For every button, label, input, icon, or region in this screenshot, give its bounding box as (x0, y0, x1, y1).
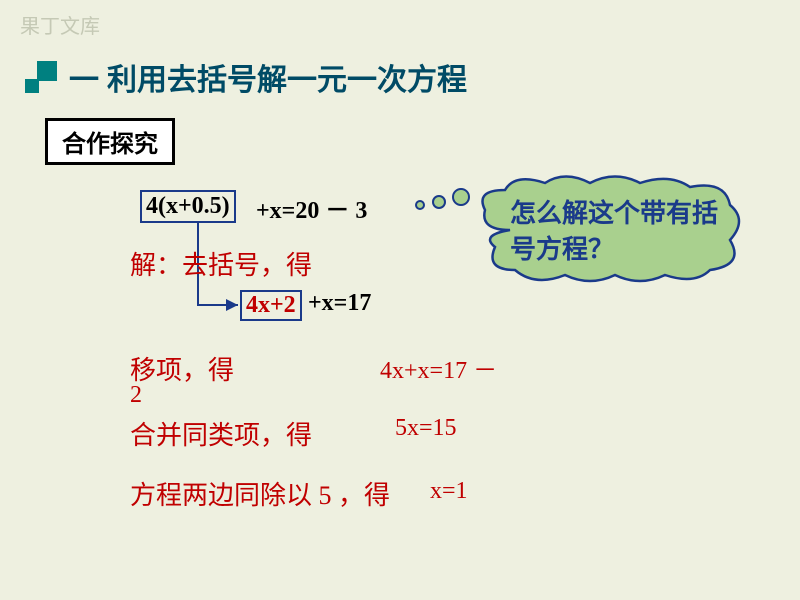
bubble-dot (452, 188, 470, 206)
step4-label: 方程两边同除以 5 ，得 (130, 475, 390, 512)
section-header: 一 利用去括号解一元一次方程 (25, 55, 467, 99)
step1-label: 解：去括号，得 (130, 245, 312, 282)
explore-label: 合作探究 (45, 118, 175, 165)
equation-rest: +x=20 － 3 (256, 190, 367, 225)
watermark-text: 果丁文库 (20, 10, 100, 39)
equation-boxed: 4(x+0.5) (140, 190, 236, 223)
step4-expr: x=1 (430, 478, 468, 505)
bubble-dot (432, 195, 446, 209)
step3-label: 合并同类项，得 (130, 415, 312, 452)
section-number: 一 (69, 55, 99, 99)
step2-extra: 2 (130, 382, 142, 409)
step1-rest: +x=17 (308, 290, 371, 317)
header-icon (25, 61, 57, 93)
step2-label: 移项，得 (130, 350, 234, 387)
step1-boxed: 4x+2 (240, 290, 302, 321)
section-title: 利用去括号解一元一次方程 (107, 55, 467, 99)
step3-expr: 5x=15 (395, 415, 457, 442)
bubble-dot (415, 200, 425, 210)
cloud-text: 怎么解这个带有括号方程？ (510, 195, 730, 268)
step2-expr: 4x+x=17 － (380, 350, 497, 385)
